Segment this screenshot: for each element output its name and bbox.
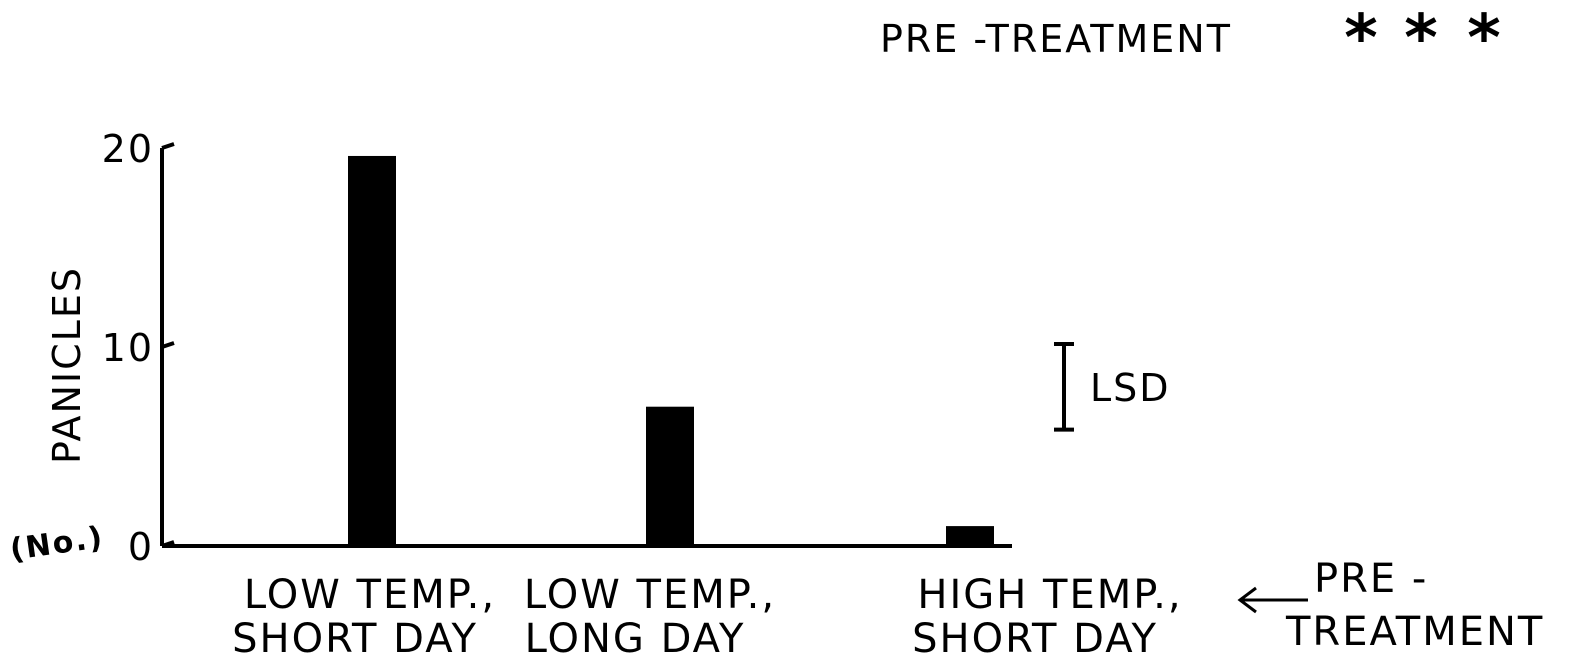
significance-stars: * * * [1344,2,1502,76]
y-tick-mark [161,341,175,349]
arrow-head [1237,586,1257,614]
x-tick-label-line2: SHORT DAY [232,616,478,662]
y-axis-label: PANICLES [45,266,89,464]
lsd-label: LSD [1090,366,1171,410]
significance-star: * [1404,2,1439,76]
x-tick-label-line1: LOW TEMP., [524,572,776,618]
x-axis-note: PRE - TREATMENT [1237,556,1544,655]
lsd-bar: LSD [1054,342,1171,432]
significance-star: * [1467,2,1502,76]
y-ticks: 0 10 20 [102,127,175,569]
y-tick-label: 0 [128,525,154,569]
axes [160,148,1012,548]
bar [348,155,396,546]
y-tick-label: 20 [102,127,154,171]
x-tick-label-line2: LONG DAY [525,616,746,662]
x-tick-label-line1: HIGH TEMP., [917,572,1182,618]
x-tick-label-line1: LOW TEMP., [244,572,496,618]
chart-title: PRE -TREATMENT [880,17,1232,61]
bar [946,526,994,546]
x-tick-label-line2: SHORT DAY [912,616,1158,662]
significance-star: * [1344,2,1379,76]
y-tick-mark [161,540,175,548]
note-line1: PRE - [1314,556,1428,602]
note-line2: TREATMENT [1285,609,1544,655]
y-axis-unit: (No.) [8,520,106,568]
y-tick-label: 10 [102,326,154,370]
y-tick-mark [161,142,175,150]
bar [646,406,694,546]
bars [348,155,994,546]
